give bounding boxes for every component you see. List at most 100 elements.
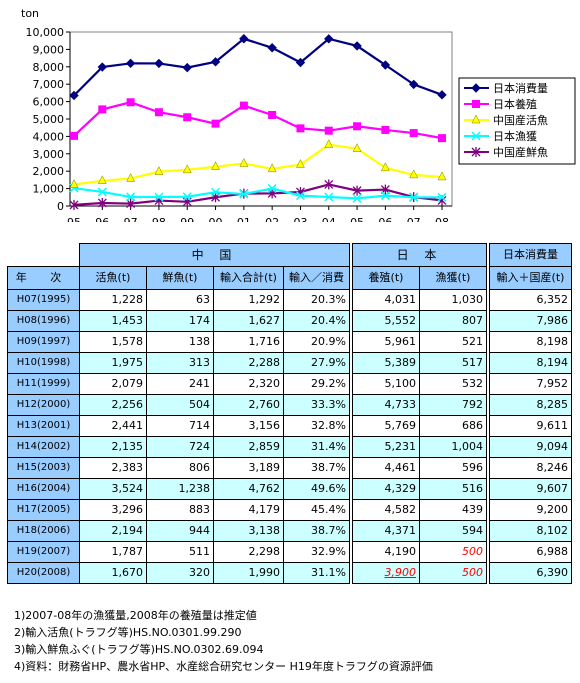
cell-year: H15(2003) [7, 457, 80, 479]
cell-import-ratio: 20.4% [283, 310, 350, 332]
col-header-live: 活魚(t) [79, 266, 147, 290]
cell-live: 2,256 [79, 394, 147, 416]
data-point [154, 58, 164, 69]
y-tick-label: 4,000 [33, 130, 65, 143]
data-point [239, 189, 249, 199]
data-point [98, 105, 107, 114]
data-table: 中 国 日 本 日本消費量 年 次 活魚(t) 鮮魚(t) 輸入合計(t) 輸入… [7, 243, 572, 584]
cell-year: H20(2008) [7, 562, 80, 584]
col-header-fresh: 鮮魚(t) [146, 266, 214, 290]
table-row: H20(2008) 1,670 320 1,990 31.1% 3,900 500 6,390 [7, 562, 572, 584]
cell-live: 3,296 [79, 499, 147, 521]
cell-import-ratio: 31.1% [283, 562, 350, 584]
cell-live: 1,228 [79, 289, 147, 311]
y-tick-label: 2,000 [33, 165, 65, 178]
footnote: 3)輸入鮮魚ふぐ(トラフグ等)HS.NO.0302.69.094 [14, 643, 264, 656]
data-point [239, 34, 249, 44]
data-point [437, 90, 447, 100]
footnote: 1)2007-08年の漁獲量,2008年の養殖量は推定値 [14, 609, 257, 622]
x-tick-label: 01 [237, 216, 251, 222]
data-point [97, 62, 108, 72]
legend-label: 中国産活魚 [493, 114, 548, 127]
cell-import-ratio: 20.9% [283, 331, 350, 353]
col-header-consumption: 輸入＋国産(t) [489, 266, 572, 290]
data-point [239, 101, 248, 110]
cell-fresh: 883 [146, 499, 214, 521]
legend-item: 日本消費量 [464, 81, 548, 95]
data-point [154, 166, 164, 175]
data-point [352, 41, 362, 51]
cell-import-ratio: 38.7% [283, 520, 350, 542]
cell-aquaculture: 4,461 [352, 457, 420, 479]
table-row: H14(2002) 2,135 724 2,859 31.4% 5,231 1,004 9,0… [7, 436, 572, 458]
cell-year: H11(1999) [7, 373, 80, 395]
cell-consumption: 6,390 [489, 562, 572, 584]
cell-import-ratio: 32.8% [283, 415, 350, 437]
x-tick-label: 98 [152, 216, 166, 222]
footnotes: 1)2007-08年の漁獲量,2008年の養殖量は推定値 2)輸入活魚(トラフグ… [14, 607, 433, 675]
cell-consumption: 7,986 [489, 310, 572, 332]
data-point [211, 187, 221, 197]
cell-live: 1,975 [79, 352, 147, 374]
footnote: 4)資料：財務省HP、農水省HP、水産総合研究センター H19年度トラフグの資源… [14, 660, 433, 673]
cell-year: H12(2000) [7, 394, 80, 416]
cell-aquaculture: 5,231 [352, 436, 420, 458]
x-tick-label: 99 [180, 216, 194, 222]
cell-import-ratio: 20.3% [283, 289, 350, 311]
cell-consumption: 7,952 [489, 373, 572, 395]
cell-consumption: 8,102 [489, 520, 572, 542]
y-tick-label: 3,000 [33, 148, 65, 161]
data-point [409, 169, 419, 179]
table-row: H12(2000) 2,256 504 2,760 33.3% 4,733 792 8,285 [7, 394, 572, 416]
data-point [182, 62, 192, 73]
cell-catch: 596 [419, 457, 487, 479]
data-point [352, 193, 362, 203]
series-line [73, 37, 443, 97]
data-point [437, 171, 447, 181]
cell-year: H10(1998) [7, 352, 80, 374]
cell-catch: 594 [419, 520, 487, 542]
cell-fresh: 313 [146, 352, 214, 374]
cell-fresh: 504 [146, 394, 214, 416]
cell-aquaculture: 4,190 [352, 541, 420, 563]
data-point [154, 108, 163, 117]
data-point [267, 43, 277, 53]
col-header-catch: 漁獲(t) [419, 266, 487, 290]
data-point [471, 83, 481, 93]
data-point [324, 139, 334, 148]
cell-fresh: 806 [146, 457, 214, 479]
cell-fresh: 1,238 [146, 478, 214, 500]
x-tick-label: 06 [378, 216, 392, 222]
data-point [211, 119, 220, 128]
data-point [126, 98, 135, 107]
cell-aquaculture: 4,371 [352, 520, 420, 542]
cell-year: H16(2004) [7, 478, 80, 500]
series-x [69, 183, 447, 203]
cell-catch: 807 [419, 310, 487, 332]
legend-label: 日本漁獲 [493, 129, 537, 143]
col-header-year: 年 次 [7, 266, 80, 290]
cell-import-total: 1,627 [213, 310, 284, 332]
data-point [471, 147, 481, 157]
cell-consumption: 9,200 [489, 499, 572, 521]
x-tick-label: 05 [350, 216, 364, 222]
data-point [352, 143, 362, 152]
cell-aquaculture: 5,961 [352, 331, 420, 353]
cell-import-total: 3,156 [213, 415, 284, 437]
cell-catch: 517 [419, 352, 487, 374]
x-tick-label: 02 [265, 216, 279, 222]
cell-fresh: 174 [146, 310, 214, 332]
cell-aquaculture: 4,582 [352, 499, 420, 521]
cell-import-ratio: 38.7% [283, 457, 350, 479]
y-tick-label: 10,000 [26, 26, 65, 39]
cell-catch: 439 [419, 499, 487, 521]
legend-label: 日本消費量 [493, 81, 548, 95]
cell-aquaculture: 4,329 [352, 478, 420, 500]
data-point [126, 192, 136, 202]
cell-year: H18(2006) [7, 520, 80, 542]
data-point [267, 163, 277, 173]
x-tick-label: 08 [435, 216, 449, 222]
x-tick-label: 96 [95, 216, 109, 222]
footnote: 2)輸入活魚(トラフグ等)HS.NO.0301.99.290 [14, 626, 242, 639]
cell-import-ratio: 32.9% [283, 541, 350, 563]
